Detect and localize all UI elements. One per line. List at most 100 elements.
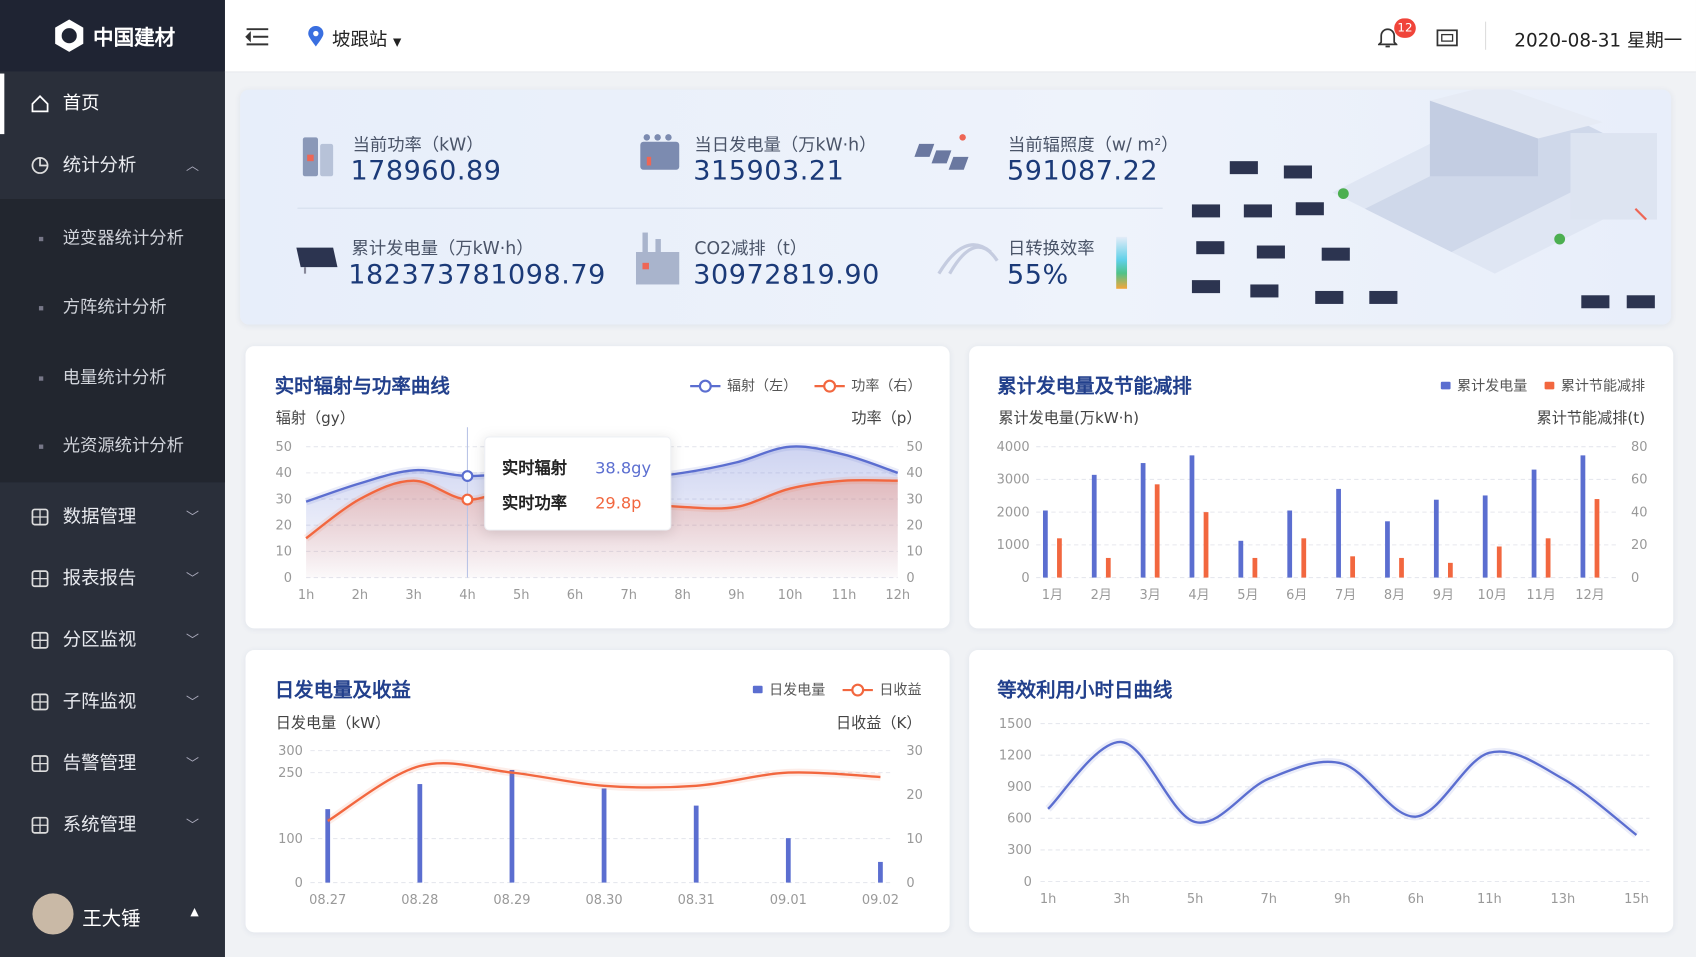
tooltip-name: 实时辐射: [502, 459, 567, 478]
bar: [1287, 510, 1293, 578]
plant-illustration: [1191, 89, 1658, 309]
user-caret[interactable]: ▲: [190, 906, 199, 919]
menu-label: 首页: [62, 93, 100, 115]
active-indicator: [0, 73, 5, 135]
tooltip-name: 实时功率: [502, 493, 567, 512]
submenu-item[interactable]: 逆变器统计分析: [0, 206, 225, 271]
menu-item[interactable]: 统计分析 ︿: [0, 135, 225, 196]
menu-item[interactable]: 告警管理 ﹀: [0, 733, 225, 794]
y-tick-label: 1000: [997, 538, 1030, 553]
submenu-item[interactable]: 光资源统计分析: [0, 413, 225, 478]
menu-label: 报表报告: [62, 567, 137, 590]
menu-item[interactable]: 子阵监视 ﹀: [0, 672, 225, 733]
legend-swatch: [1440, 381, 1451, 390]
bar: [693, 805, 699, 883]
chart-title: 实时辐射与功率曲线: [275, 375, 451, 398]
header: 坡跟站 ▼ 12 2020-08-31 星期一: [224, 0, 1696, 73]
stat-value: 30972819.90: [693, 258, 880, 290]
x-tick-label: 1h: [298, 588, 314, 603]
menu-item[interactable]: 报表报告 ﹀: [0, 548, 225, 609]
notification-badge: 12: [1394, 18, 1416, 38]
menu-item[interactable]: 分区监视 ﹀: [0, 610, 225, 671]
x-tick-label: 3h: [405, 588, 421, 603]
y2-tick-label: 10: [906, 832, 923, 847]
legend-label: 累计发电量: [1457, 378, 1527, 394]
y2-tick-label: 0: [906, 876, 914, 891]
stat-value: 178960.89: [350, 154, 502, 187]
bar: [509, 769, 515, 883]
y2-tick-label: 20: [1631, 538, 1648, 553]
y-tick-label: 100: [278, 832, 303, 847]
bar: [1140, 463, 1146, 578]
x-tick-label: 8月: [1384, 588, 1405, 603]
x-tick-label: 15h: [1624, 892, 1649, 907]
y2-tick-label: 80: [1631, 440, 1648, 455]
x-tick-label: 12h: [885, 588, 910, 603]
menu-item[interactable]: 首页: [0, 74, 225, 135]
x-tick-label: 5h: [513, 588, 529, 603]
stat-label: 当日发电量（万kW·h）: [694, 134, 877, 155]
x-tick-label: 4月: [1188, 588, 1209, 603]
bar: [601, 788, 607, 883]
menu-label: 告警管理: [62, 752, 137, 775]
y-tick-label: 0: [295, 876, 303, 891]
bar: [417, 784, 423, 883]
bell[interactable]: [1377, 27, 1398, 49]
bar: [785, 838, 791, 883]
x-tick-label: 7h: [621, 588, 637, 603]
bar: [1385, 521, 1390, 578]
line: [1047, 740, 1638, 836]
menu-item[interactable]: 系统管理 ﹀: [0, 795, 225, 856]
tooltip-value: 29.8p: [595, 493, 641, 512]
chart-panel: [245, 650, 950, 933]
submenu-item[interactable]: 方阵统计分析: [0, 275, 225, 340]
x-tick-label: 2月: [1091, 588, 1112, 603]
bar: [1105, 557, 1111, 578]
tooltip-point: [461, 470, 474, 482]
legend-label: 辐射（左）: [727, 378, 797, 394]
x-tick-label: 10h: [778, 588, 803, 603]
stat-label: 日转换效率: [1008, 237, 1095, 259]
y2-tick-label: 40: [906, 466, 923, 481]
x-tick-label: 9月: [1433, 588, 1454, 603]
bar: [1350, 556, 1356, 578]
legend-swatch: [851, 683, 865, 697]
x-tick-label: 5月: [1237, 588, 1258, 603]
legend-label: 日发电量: [769, 682, 825, 698]
chart-title: 日发电量及收益: [275, 679, 411, 702]
user-name[interactable]: 王大锤: [82, 907, 141, 931]
y-tick-label: 900: [1007, 780, 1032, 795]
x-tick-label: 7月: [1335, 588, 1356, 603]
avatar: [32, 893, 74, 935]
x-tick-label: 08.31: [678, 893, 715, 908]
y2-tick-label: 40: [1631, 505, 1648, 520]
y-tick-label: 1200: [999, 748, 1032, 763]
stat-value: 182373781098.79: [348, 258, 606, 290]
bar: [1447, 562, 1453, 578]
x-tick-label: 6h: [1408, 892, 1424, 907]
y-tick-label: 0: [1024, 875, 1032, 890]
stat-label: 当前功率（kW）: [352, 134, 484, 155]
tooltip-value: 38.8gy: [595, 459, 651, 478]
bar: [1189, 455, 1195, 578]
fullscreen[interactable]: [1436, 29, 1458, 47]
bar: [1238, 540, 1244, 578]
chart-title: 等效利用小时日曲线: [996, 679, 1173, 702]
station-select[interactable]: 坡跟站 ▼: [332, 29, 402, 51]
y2-tick-label: 30: [906, 492, 923, 507]
stat-value: 591087.22: [1006, 154, 1159, 187]
x-tick-label: 4h: [459, 588, 475, 603]
chart-panel: [969, 650, 1674, 933]
menu-label: 数据管理: [62, 506, 137, 528]
stat-value: 55%: [1006, 258, 1069, 290]
submenu-item[interactable]: 电量统计分析: [0, 345, 225, 410]
menu-item[interactable]: 数据管理 ﹀: [0, 487, 225, 548]
bar: [1252, 557, 1258, 578]
menu-label: 系统管理: [62, 814, 137, 837]
y2-tick-label: 0: [1631, 571, 1639, 586]
menu-toggle[interactable]: [244, 26, 270, 48]
bar: [1154, 484, 1160, 578]
x-tick-label: 11h: [1477, 892, 1502, 907]
legend-swatch: [823, 379, 837, 393]
